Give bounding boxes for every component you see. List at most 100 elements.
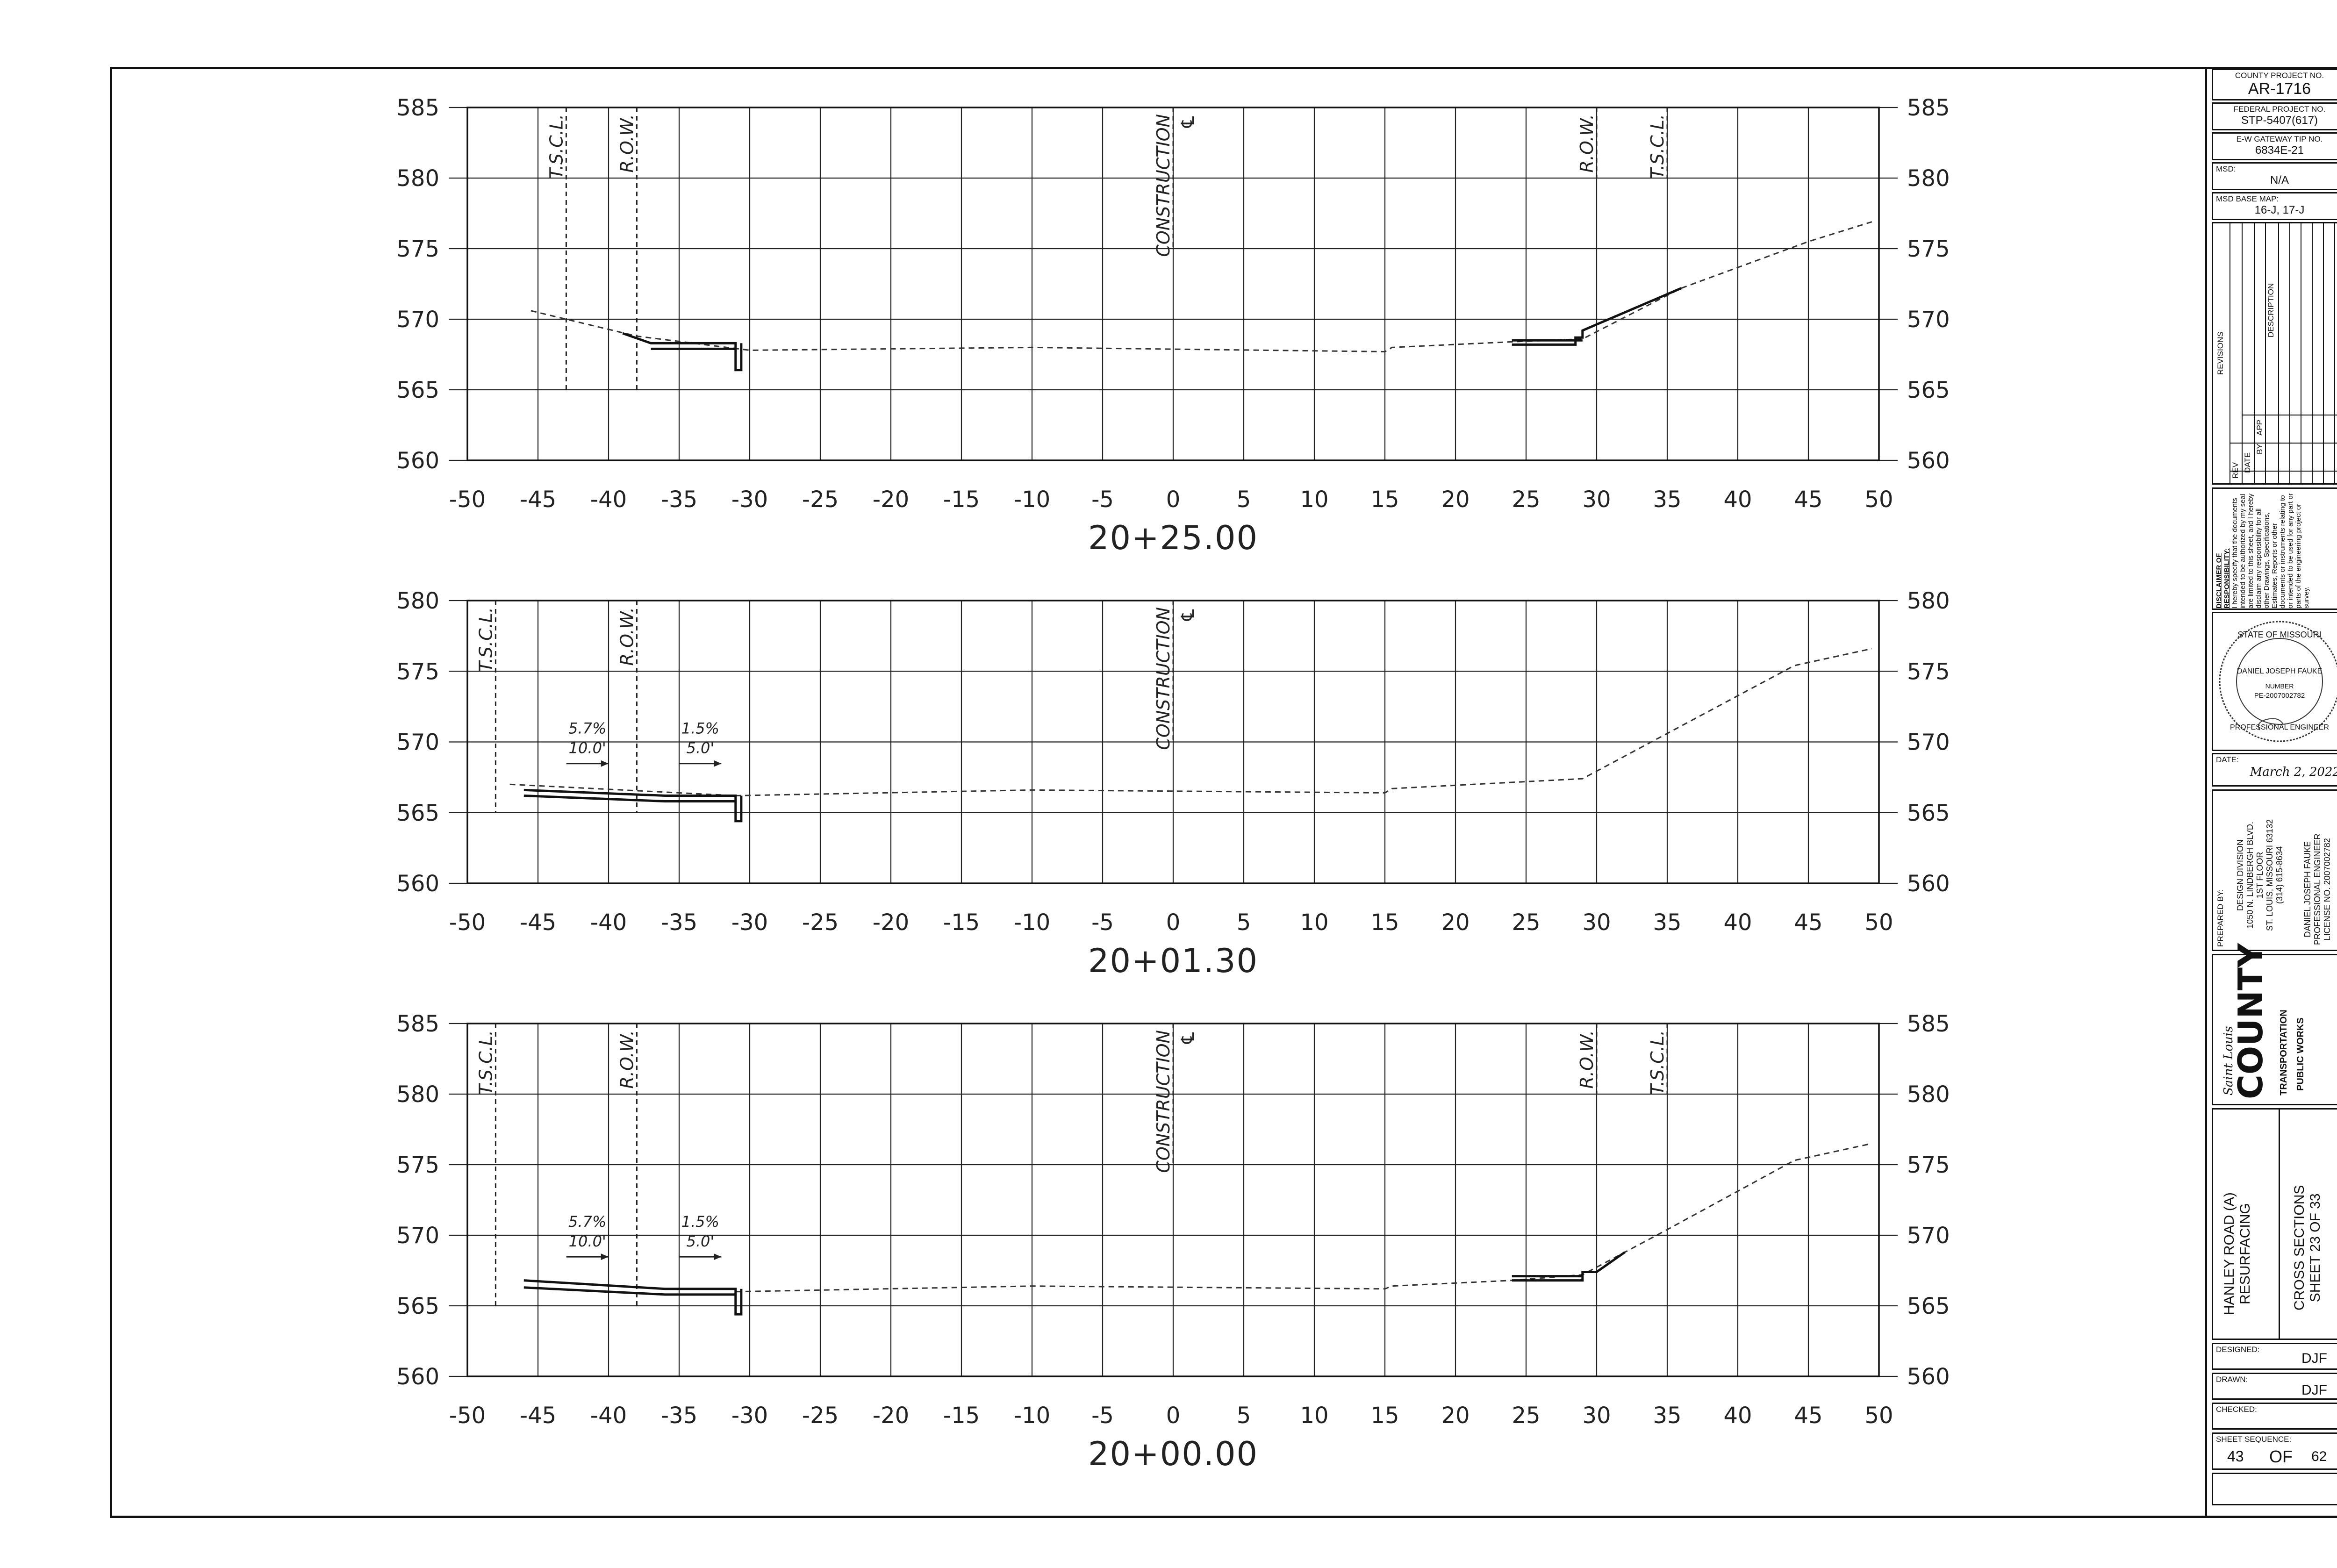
- sheet-sequence-total: 62: [2311, 1449, 2327, 1464]
- sheet-sequence-box: SHEET SEQUENCE: 43 OF 62: [2212, 1432, 2337, 1470]
- x-tick-label: 30: [1582, 909, 1611, 936]
- x-tick-label: 45: [1794, 909, 1822, 936]
- x-tick-label: -15: [943, 487, 980, 513]
- sheet-title: CROSS SECTIONS SHEET 23 OF 33: [2292, 1185, 2323, 1310]
- msd-map-value: 16-J, 17-J: [2254, 204, 2305, 216]
- slope-length: 10.0': [569, 739, 606, 757]
- x-tick-label: -15: [943, 1403, 980, 1429]
- y-tick-label-right: 575: [1907, 236, 1950, 262]
- x-tick-label: 0: [1166, 1403, 1181, 1429]
- slope-length: 5.0': [686, 739, 714, 757]
- centerline-symbol: ℄: [1177, 114, 1198, 130]
- y-tick-label-left: 560: [396, 1364, 439, 1390]
- existing-ground-line: [530, 221, 1872, 352]
- logo-transportation: TRANSPORTATION: [2279, 1010, 2289, 1095]
- x-tick-label: -50: [449, 487, 486, 513]
- y-tick-label-right: 565: [1907, 377, 1950, 403]
- x-tick-label: -50: [449, 1403, 486, 1429]
- slope-percent: 1.5%: [681, 1213, 719, 1231]
- y-tick-label-right: 565: [1907, 1293, 1950, 1319]
- x-tick-label: 45: [1794, 1403, 1822, 1429]
- prepared-line: 1ST FLOOR: [2255, 852, 2265, 899]
- marker-label: CONSTRUCTION: [1153, 1030, 1174, 1173]
- x-tick-label: -5: [1091, 1403, 1114, 1429]
- marker-label: R.O.W.: [1577, 1030, 1597, 1089]
- slope-arrow-head: [714, 760, 722, 767]
- seal-name: DANIEL JOSEPH FAUKE: [2237, 667, 2323, 675]
- x-tick-label: 30: [1582, 1403, 1611, 1429]
- sheet-title-line: SHEET 23 OF 33: [2308, 1193, 2323, 1303]
- disclaimer-box: DISCLAIMER OF RESPONSIBILITY: I hereby s…: [2212, 487, 2337, 610]
- x-tick-label: -5: [1091, 909, 1114, 936]
- marker-label: CONSTRUCTION: [1153, 607, 1174, 750]
- y-tick-label-right: 560: [1907, 1364, 1950, 1390]
- x-tick-label: 15: [1370, 487, 1399, 513]
- disclaimer-text: I hereby specify that the documents inte…: [2231, 493, 2310, 609]
- station-label: 20+01.30: [1088, 942, 1258, 980]
- seal-number: PE-2007002782: [2254, 692, 2305, 700]
- revisions-col-app: APP: [2255, 419, 2264, 436]
- x-tick-label: 5: [1237, 909, 1251, 936]
- revisions-col-rev: REV: [2231, 462, 2240, 479]
- date-label: DATE:: [2216, 755, 2239, 764]
- project-title: HANLEY ROAD (A) RESURFACING: [2222, 1192, 2253, 1315]
- y-tick-label-left: 560: [396, 448, 439, 474]
- blank-box: [2212, 1473, 2337, 1505]
- prepared-line: DESIGN DIVISION: [2236, 839, 2245, 911]
- centerline-symbol: ℄: [1177, 1030, 1198, 1046]
- project-title-line: RESURFACING: [2237, 1203, 2253, 1304]
- y-tick-label-left: 570: [396, 730, 439, 756]
- title-block: COUNTY PROJECT NO. AR-1716 FEDERAL PROJE…: [2205, 67, 2337, 1518]
- x-tick-label: -35: [661, 1403, 697, 1429]
- proposed-pavement-line: [1512, 1251, 1626, 1282]
- x-tick-label: -20: [873, 909, 909, 936]
- revisions-col-date: DATE: [2243, 452, 2252, 473]
- x-tick-label: -30: [731, 909, 768, 936]
- cross-sections-area: -50 -45 -40 -35 -30 -25 -20 -15 -10 -5 0 5 10 15 20 25 3…: [396, 95, 1950, 1473]
- y-tick-label-left: 580: [396, 1081, 439, 1108]
- y-tick-label-right: 585: [1907, 1011, 1950, 1037]
- y-tick-label-left: 575: [396, 659, 439, 685]
- y-tick-label-left: 570: [396, 307, 439, 333]
- sheet-border: [110, 67, 2337, 1518]
- proposed-pavement-line: [1512, 287, 1682, 346]
- revisions-col-description: DESCRIPTION: [2266, 283, 2275, 337]
- drawn-box: DRAWN: DJF: [2212, 1373, 2337, 1400]
- x-tick-label: 40: [1723, 487, 1752, 513]
- disclaimer-title: DISCLAIMER OF RESPONSIBILITY:: [2215, 548, 2231, 609]
- sheet-sequence-label: SHEET SEQUENCE:: [2216, 1435, 2292, 1444]
- designed-value: DJF: [2301, 1351, 2327, 1366]
- x-tick-label: -10: [1014, 1403, 1050, 1429]
- y-tick-label-right: 585: [1907, 95, 1950, 121]
- proposed-pavement-line: [622, 332, 743, 372]
- marker-label: R.O.W.: [617, 1030, 637, 1089]
- x-tick-label: 25: [1512, 487, 1540, 513]
- y-tick-label-left: 560: [396, 871, 439, 897]
- x-tick-label: 20: [1441, 487, 1470, 513]
- x-tick-label: 10: [1300, 487, 1328, 513]
- marker-label: T.S.C.L.: [475, 607, 496, 672]
- seal-number-label: NUMBER: [2265, 682, 2294, 690]
- prepared-address: DESIGN DIVISION 1050 N. LINDBERGH BLVD. …: [2236, 819, 2285, 931]
- engineer-line: PROFESSIONAL ENGINEER: [2313, 833, 2322, 945]
- y-tick-label-left: 565: [396, 377, 439, 403]
- designed-label: DESIGNED:: [2216, 1345, 2260, 1354]
- x-tick-label: 15: [1370, 909, 1399, 936]
- x-tick-label: -15: [943, 909, 980, 936]
- revisions-grid: [2229, 223, 2337, 483]
- existing-ground-line: [509, 648, 1872, 796]
- y-tick-label-right: 560: [1907, 871, 1950, 897]
- engineer-license: DANIEL JOSEPH FAUKE PROFESSIONAL ENGINEE…: [2303, 834, 2332, 945]
- x-tick-label: -40: [590, 909, 627, 936]
- seal-profession: PROFESSIONAL ENGINEER: [2230, 723, 2329, 731]
- x-tick-label: 35: [1653, 487, 1681, 513]
- station-label: 20+00.00: [1088, 1435, 1258, 1473]
- x-tick-label: 50: [1864, 487, 1893, 513]
- marker-label: T.S.C.L.: [475, 1030, 496, 1095]
- y-tick-label-right: 560: [1907, 448, 1950, 474]
- x-tick-label: 0: [1166, 487, 1181, 513]
- designed-box: DESIGNED: DJF: [2212, 1343, 2337, 1370]
- x-tick-label: 25: [1512, 909, 1540, 936]
- existing-ground-line: [735, 1143, 1872, 1293]
- marker-label: R.O.W.: [1577, 114, 1597, 173]
